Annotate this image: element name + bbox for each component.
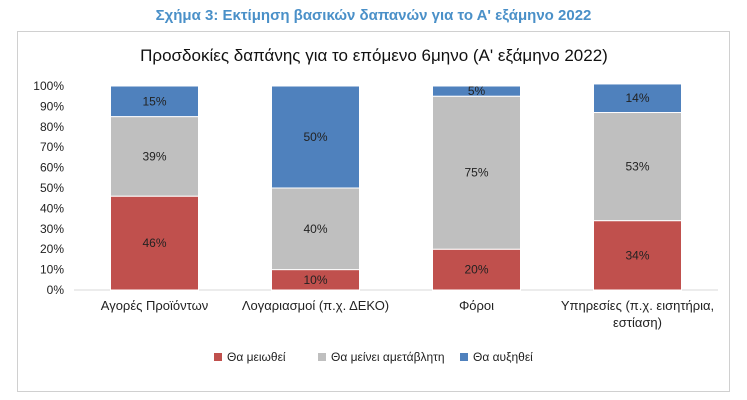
category-labels: Αγορές Προϊόντων Λογαριασμοί (π.χ. ΔΕΚΟ) Φ… [101, 298, 714, 330]
y-tick-label: 60% [40, 161, 64, 175]
bar-segment [110, 116, 199, 197]
chart-frame: Προσδοκίες δαπάνης για το επόμενο 6μηνο … [17, 31, 730, 392]
bar-segment [593, 112, 682, 222]
legend-swatch [318, 353, 326, 361]
y-tick-label: 0% [47, 283, 65, 297]
data-label: 10% [303, 273, 327, 287]
bar-segment [432, 95, 521, 250]
legend-swatch [460, 353, 468, 361]
bars-layer: 46% 39% 15% 10% 40% 50% 20% 75% 5% 34% 53% 14% [110, 83, 682, 291]
axis-layer: 0% 10% 20% 30% 40% 50% 60% 70% 80% 90% 100% [33, 79, 718, 297]
y-tick-label: 40% [40, 201, 64, 215]
y-tick-label: 10% [40, 263, 64, 277]
y-tick-label: 70% [40, 140, 64, 154]
stacked-bar-chart: Προσδοκίες δαπάνης για το επόμενο 6μηνο … [33, 46, 718, 364]
category-label: Υπηρεσίες (π.χ. εισητήρια, [561, 298, 714, 313]
chart-title: Προσδοκίες δαπάνης για το επόμενο 6μηνο … [140, 46, 608, 65]
data-label: 5% [468, 84, 486, 98]
y-tick-label: 80% [40, 120, 64, 134]
bar-segment [271, 85, 360, 189]
data-label: 14% [625, 91, 649, 105]
data-label: 34% [625, 248, 649, 262]
data-label: 20% [464, 263, 488, 277]
category-label: Φόροι [459, 298, 494, 313]
legend-label: Θα αυξηθεί [473, 350, 533, 364]
bar-segment [593, 83, 682, 114]
legend: Θα μειωθεί Θα μείνει αμετάβλητη Θα αυξηθεί [214, 350, 533, 364]
bar-segment [271, 187, 360, 271]
category-label: εστίαση) [613, 315, 662, 330]
y-tick-label: 50% [40, 181, 64, 195]
bar-segment [110, 85, 199, 118]
y-tick-label: 100% [33, 79, 64, 93]
data-label: 40% [303, 222, 327, 236]
figure-caption: Σχήμα 3: Εκτίμηση βασικών δαπανών για το… [155, 7, 592, 24]
bar-segment [110, 195, 199, 291]
y-tick-label: 30% [40, 222, 64, 236]
bar-segment [593, 220, 682, 291]
data-label: 53% [625, 160, 649, 174]
bar-segment [432, 248, 521, 291]
legend-label: Θα μείνει αμετάβλητη [331, 350, 445, 364]
category-label: Λογαριασμοί (π.χ. ΔΕΚΟ) [242, 298, 389, 313]
legend-label: Θα μειωθεί [227, 350, 286, 364]
data-label: 75% [464, 166, 488, 180]
data-label: 39% [142, 149, 166, 163]
data-label: 50% [303, 130, 327, 144]
category-label: Αγορές Προϊόντων [101, 298, 208, 313]
y-tick-label: 90% [40, 99, 64, 113]
data-label: 46% [142, 236, 166, 250]
legend-swatch [214, 353, 222, 361]
data-label: 15% [142, 94, 166, 108]
y-tick-label: 20% [40, 242, 64, 256]
bar-segment [432, 85, 521, 97]
